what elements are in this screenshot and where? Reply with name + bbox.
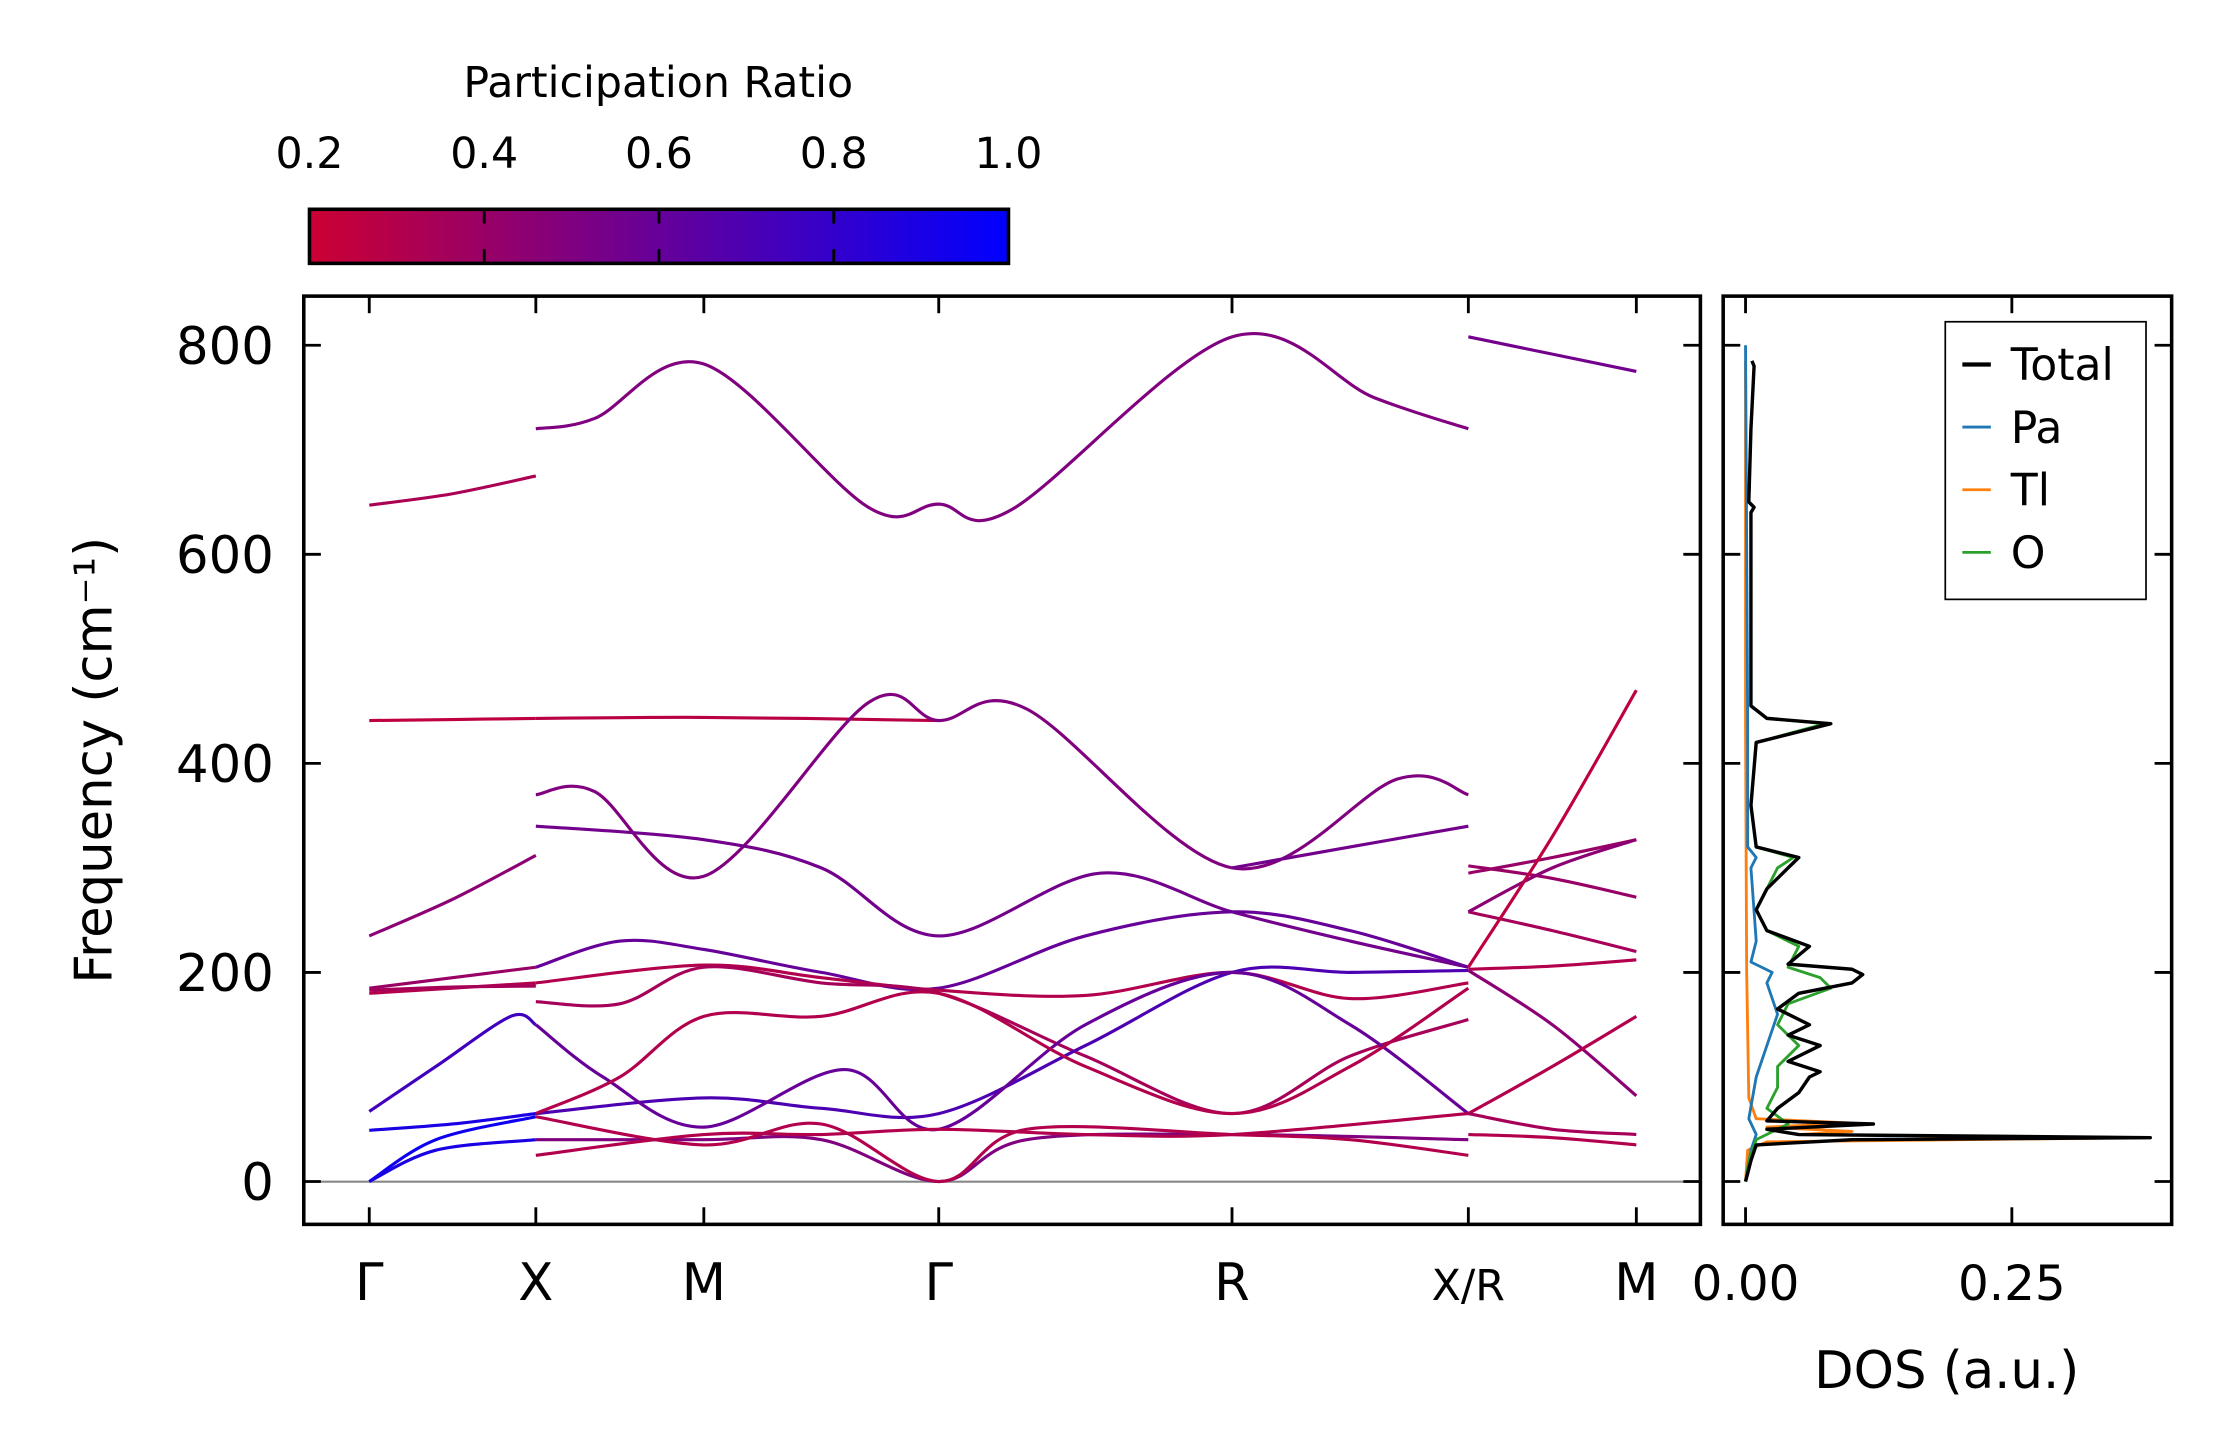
band-line <box>1468 1112 1637 1137</box>
dos-axes-frame <box>1721 294 2174 1227</box>
band-line <box>369 1112 537 1132</box>
band-line <box>535 715 939 723</box>
band-line <box>369 965 537 990</box>
band-line <box>368 1012 537 1113</box>
band-line <box>1468 335 1637 373</box>
band-line <box>368 1115 537 1183</box>
x-tick-label: Γ <box>355 1253 384 1313</box>
x-tick-label: R <box>1214 1253 1250 1313</box>
band-structure-plot: 0 200 400 600 800 Γ X M Γ R X/R M Frequency (cm⁻¹) <box>65 294 1703 1313</box>
legend-label: O <box>2011 528 2046 579</box>
band-line <box>369 984 536 992</box>
dos-x-tick-label: 0.25 <box>1958 1256 2066 1312</box>
band-line <box>1468 838 1637 875</box>
band-line <box>1468 958 1637 971</box>
band-line <box>1467 689 1638 969</box>
band-axes-frame <box>301 294 1703 1227</box>
dos-x-tick-label: 0.00 <box>1692 1256 1800 1312</box>
x-tick-label: Γ <box>924 1253 953 1313</box>
band-line <box>535 910 1469 992</box>
y-tick-label: 800 <box>176 317 274 377</box>
colorbar-tick-label: 1.0 <box>975 129 1043 179</box>
x-tick-label: M <box>1614 1253 1658 1313</box>
x-tick-label: X/R <box>1432 1261 1505 1311</box>
y-tick-label: 400 <box>176 735 274 795</box>
band-line <box>535 693 1469 880</box>
band-line <box>535 331 1469 523</box>
legend-label: Total <box>2010 340 2114 391</box>
band-line <box>535 963 1469 1001</box>
colorbar-tick-label: 0.6 <box>625 129 693 179</box>
band-line <box>369 474 537 507</box>
dos-line-tl <box>1744 360 2147 1182</box>
band-line <box>1467 969 1638 1098</box>
band-line <box>535 824 1469 969</box>
colorbar-tick-label: 0.2 <box>276 129 344 179</box>
legend-label: Tl <box>2010 465 2050 516</box>
colorbar-tick-label: 0.4 <box>450 129 518 179</box>
colorbar-label: Participation Ratio <box>463 58 853 108</box>
y-tick-label: 600 <box>176 526 274 586</box>
band-line <box>535 965 1469 1120</box>
y-axis-label: Frequency (cm⁻¹) <box>65 537 125 984</box>
dos-line-total <box>1743 360 2152 1182</box>
dos-x-axis-label: DOS (a.u.) <box>1814 1341 2079 1401</box>
band-line <box>535 1112 1469 1157</box>
band-line <box>1467 1015 1638 1115</box>
x-tick-label: M <box>682 1253 726 1313</box>
legend: Total Pa Tl O <box>1944 320 2147 601</box>
band-line <box>369 716 536 723</box>
legend-label: Pa <box>2011 403 2063 454</box>
band-line <box>534 970 1470 1132</box>
band-line <box>368 853 537 938</box>
band-line <box>1468 910 1637 954</box>
band-line <box>1468 864 1637 899</box>
band-line <box>1468 1132 1637 1147</box>
colorbar-tick-label: 0.8 <box>800 129 868 179</box>
band-line <box>1231 824 1469 870</box>
dos-plot: 0.00 0.25 DOS (a.u.) Total Pa Tl O <box>1692 294 2174 1401</box>
band-line <box>535 986 1470 1116</box>
y-tick-label: 200 <box>176 944 274 1004</box>
colorbar: Participation Ratio 0.2 0.4 0.6 0.8 1.0 <box>276 58 1043 266</box>
y-tick-label: 0 <box>241 1153 274 1213</box>
dos-line-o <box>1744 360 1833 1182</box>
x-tick-label: X <box>518 1253 553 1313</box>
dos-line-pa <box>1744 345 1779 1182</box>
band-line <box>368 1138 537 1183</box>
band-line <box>535 1115 1469 1184</box>
band-line <box>1467 838 1637 914</box>
